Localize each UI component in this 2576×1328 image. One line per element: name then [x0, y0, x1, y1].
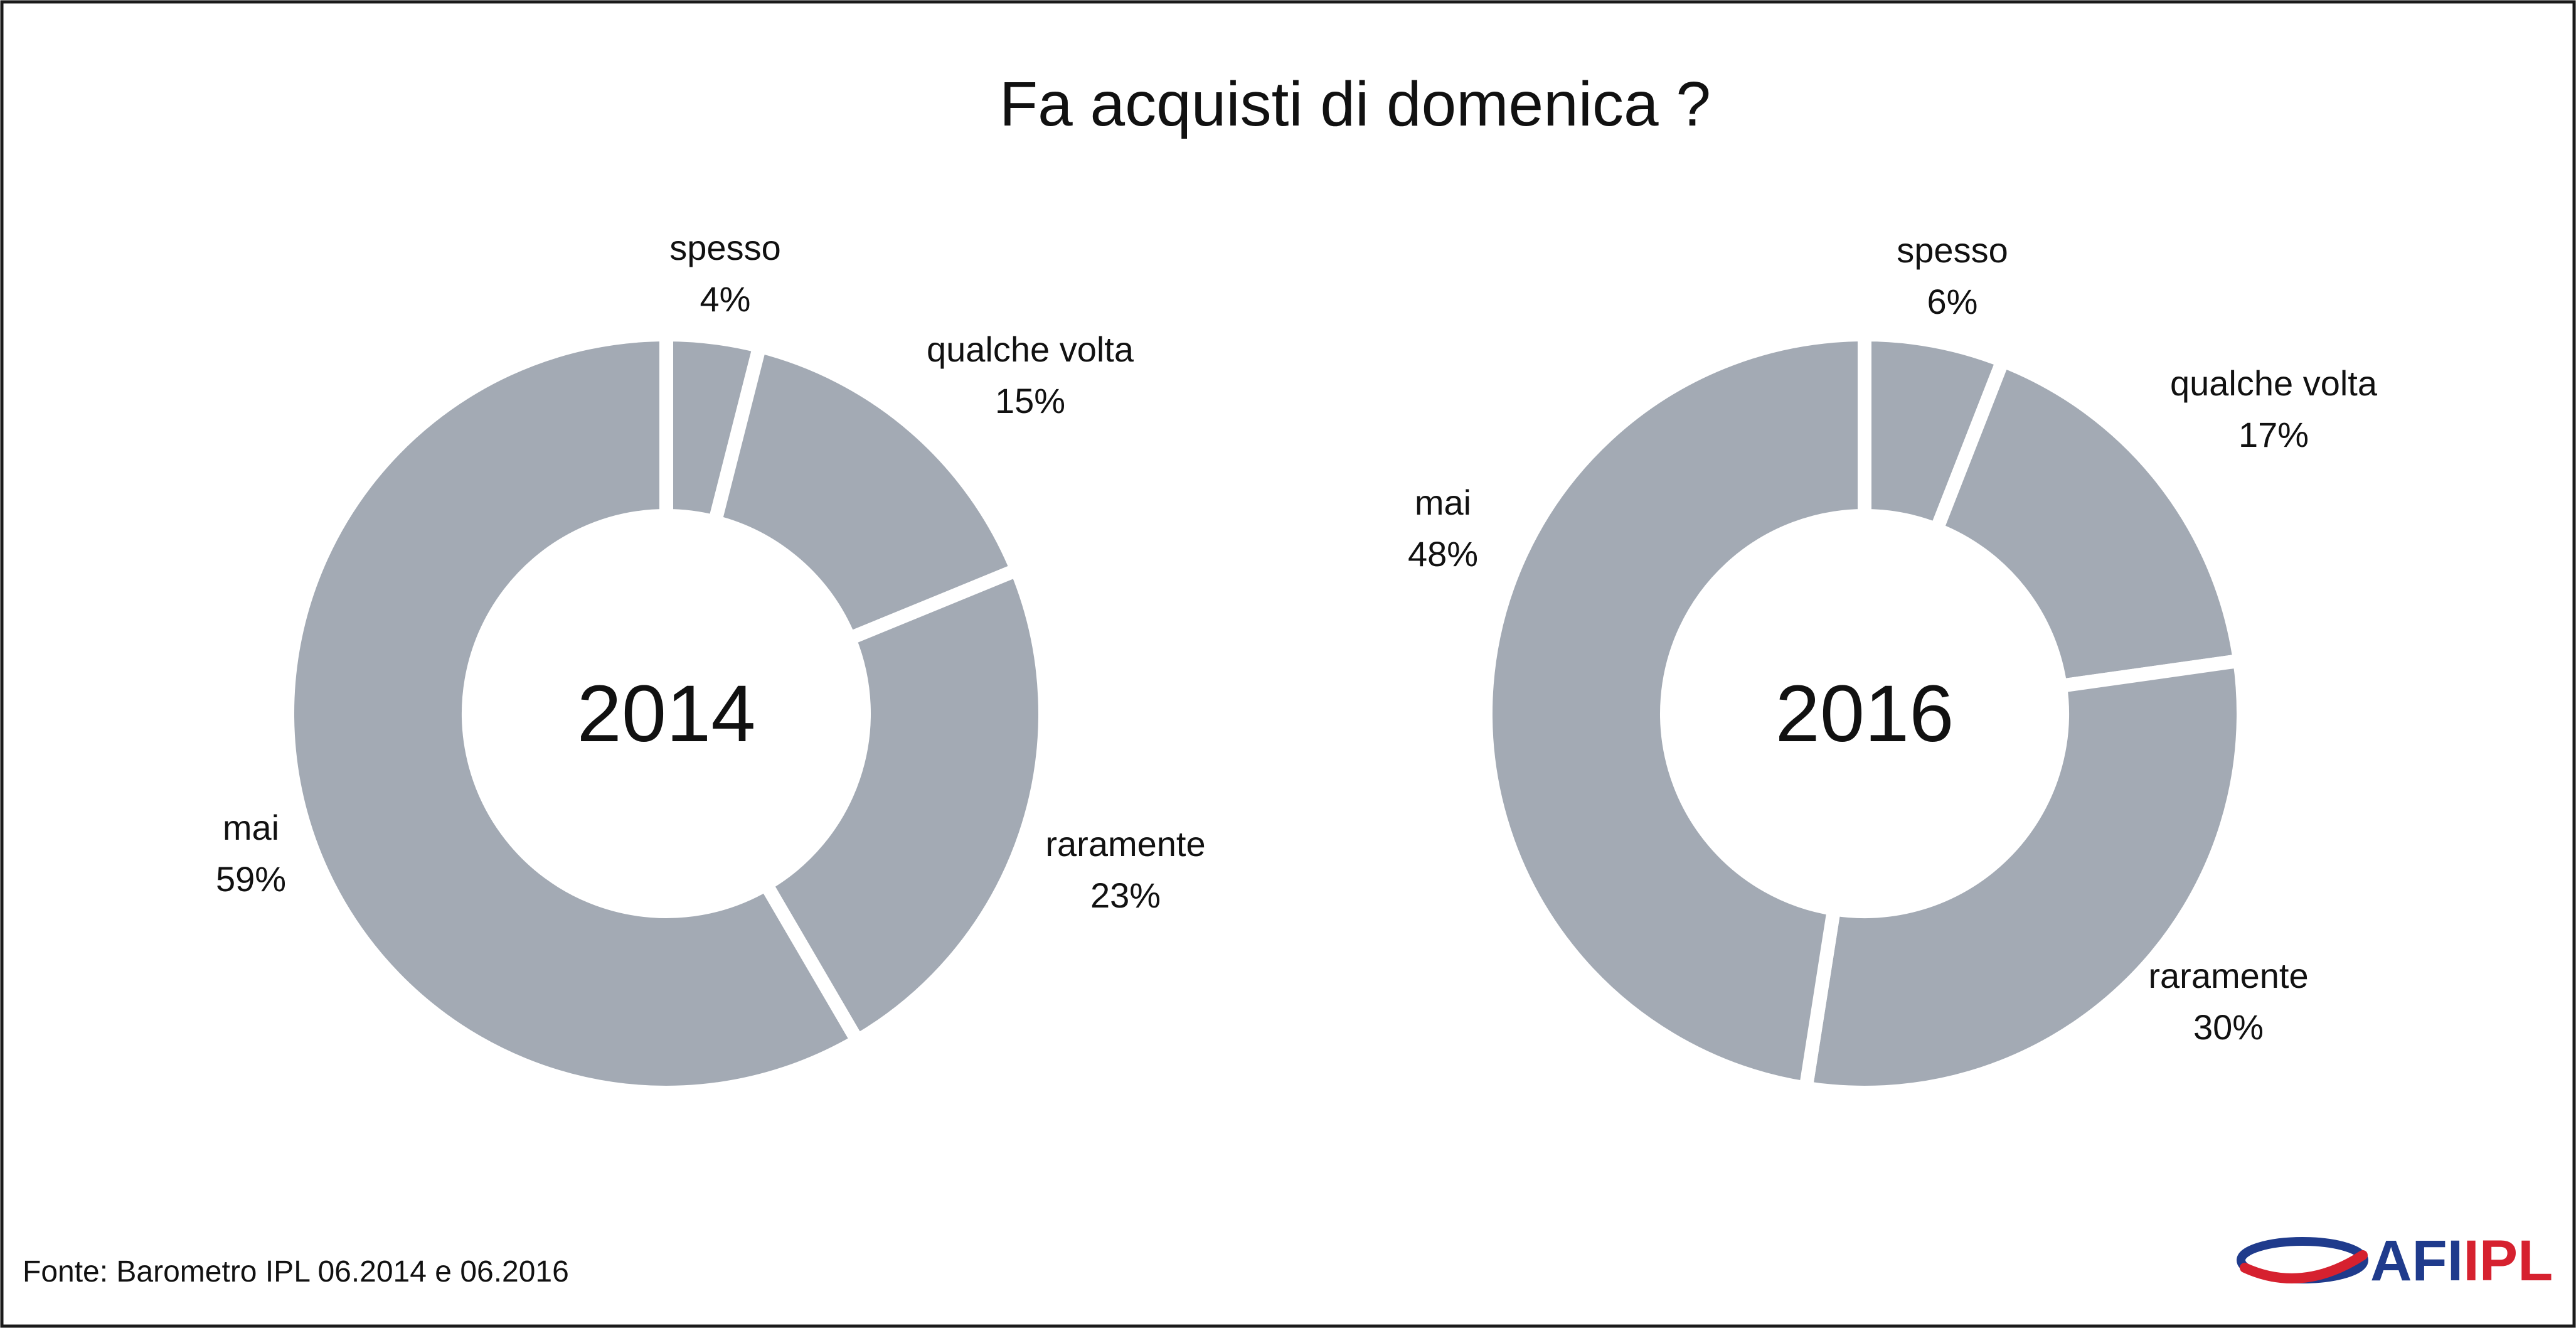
source-note: Fonte: Barometro IPL 06.2014 e 06.2016 — [23, 1255, 569, 1288]
slice-qualche-volta-2014 — [706, 338, 1026, 648]
logo-text-afi: AFI — [2370, 1229, 2463, 1293]
logo-swirl-icon — [2237, 1237, 2368, 1283]
center-label-2016: 2016 — [1775, 669, 1954, 759]
chart-title: Fa acquisti di domenica ? — [999, 69, 1711, 139]
slice-mai-2014 — [280, 327, 867, 1100]
slice-label-spesso-2014: spesso — [669, 228, 780, 267]
slice-label-raramente-2014: raramente — [1045, 824, 1205, 864]
slice-label-mai-2014: mai — [223, 808, 279, 847]
slice-value-spesso-2016: 6% — [1927, 282, 1978, 321]
slice-label-mai-2016: mai — [1415, 483, 1471, 522]
slice-qualche-volta-2016 — [1927, 351, 2248, 694]
logo-text-ipl: IPL — [2463, 1229, 2553, 1293]
svg-text:AFIIPL: AFIIPL — [2370, 1229, 2553, 1293]
slice-label-qualche-volta-2016: qualche volta — [2170, 363, 2378, 403]
slice-value-mai-2014: 59% — [216, 859, 286, 899]
slice-label-spesso-2016: spesso — [1897, 230, 2008, 270]
slice-raramente-2014 — [756, 560, 1052, 1051]
slice-value-qualche-volta-2014: 15% — [995, 381, 1065, 420]
slice-label-qualche-volta-2014: qualche volta — [927, 329, 1134, 369]
center-label-2014: 2014 — [577, 669, 756, 759]
slice-label-raramente-2016: raramente — [2148, 956, 2308, 995]
slice-value-spesso-2014: 4% — [700, 279, 751, 319]
slice-value-qualche-volta-2016: 17% — [2238, 415, 2309, 454]
slice-value-raramente-2016: 30% — [2193, 1007, 2264, 1047]
slice-raramente-2016 — [1797, 653, 2250, 1100]
donut-chart-2016: 2016 spesso 6% qualche volta 17% raramente 30%… — [1408, 230, 2378, 1100]
donut-chart-2014: 2014 spesso 4% qualche volta 15% raramente 23%… — [216, 228, 1206, 1100]
slice-value-raramente-2014: 23% — [1090, 876, 1161, 915]
afiipl-logo: AFIIPL — [2237, 1229, 2553, 1293]
slice-mai-2016 — [1479, 327, 1871, 1096]
slice-value-mai-2016: 48% — [1408, 534, 1478, 574]
